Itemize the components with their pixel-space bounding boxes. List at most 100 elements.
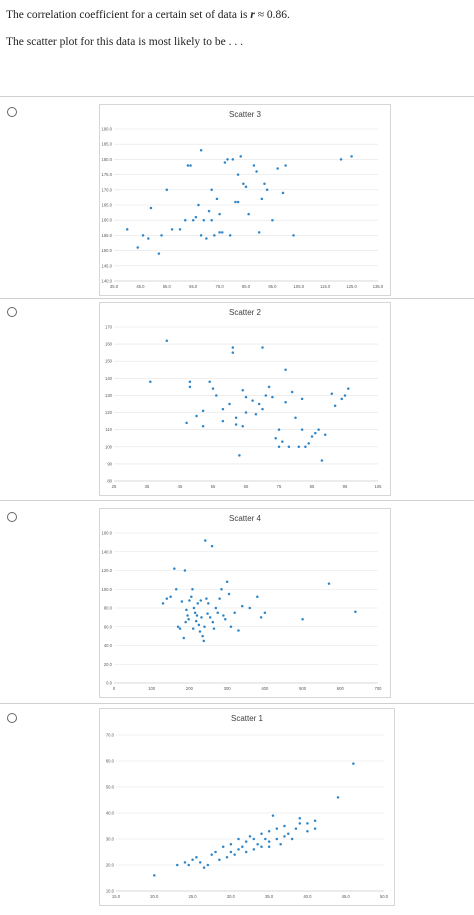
y-tick-label: 140 (105, 376, 113, 381)
y-tick-label: 20.0 (104, 662, 113, 667)
x-tick-label: 400 (261, 686, 269, 691)
chart-scatter-4: Scatter 4 0.0 20.0 40.0 60.0 80.0 100.0 120.0 14… (99, 508, 391, 698)
data-point (271, 814, 275, 817)
data-point (241, 424, 244, 428)
data-point (313, 819, 317, 823)
data-point (197, 623, 201, 627)
data-point (176, 863, 179, 867)
data-point (187, 618, 190, 621)
data-point (247, 212, 250, 216)
x-tick-label: 115.0 (320, 284, 331, 289)
x-tick-label: 105.0 (294, 284, 305, 289)
data-point (283, 824, 286, 828)
data-point (306, 822, 309, 825)
data-point (271, 218, 274, 222)
data-point (267, 845, 271, 849)
option-radio-scatter-2[interactable] (7, 307, 17, 317)
data-point (206, 612, 209, 615)
data-point (255, 170, 258, 173)
data-point (244, 840, 248, 843)
data-point (226, 158, 229, 161)
data-point (256, 595, 259, 598)
y-tick-label: 175.0 (102, 172, 113, 177)
x-tick-label: 500 (299, 686, 307, 691)
data-point (208, 616, 212, 619)
x-tick-label: 55.0 (163, 284, 172, 289)
data-point (241, 389, 244, 392)
data-point (234, 416, 238, 419)
x-tick-label: 45.0 (342, 894, 351, 899)
data-point (240, 604, 244, 608)
data-point (178, 627, 182, 630)
option-radio-scatter-1[interactable] (7, 713, 17, 723)
data-point (336, 796, 340, 799)
data-point (215, 197, 219, 201)
data-point (141, 234, 145, 237)
y-tick-label: 180.0 (102, 157, 113, 162)
data-point (225, 580, 229, 583)
data-point (211, 387, 215, 390)
data-point (216, 611, 219, 614)
data-point (194, 619, 198, 623)
data-point (186, 164, 190, 167)
y-tick-label: 70.0 (106, 733, 115, 738)
data-point (237, 629, 240, 632)
x-tick-label: 35.0 (110, 284, 119, 289)
data-point (201, 424, 205, 428)
data-point (208, 380, 211, 384)
x-tick-label: 105 (375, 484, 383, 489)
data-point (264, 394, 268, 397)
y-tick-label: 110 (105, 427, 112, 432)
option-radio-scatter-3[interactable] (7, 107, 17, 117)
x-tick-label: 45.0 (136, 284, 145, 289)
question-line-2: The scatter plot for this data is most l… (6, 36, 243, 48)
data-point (229, 850, 233, 854)
data-point (210, 544, 214, 548)
data-point (260, 832, 263, 836)
data-point (284, 164, 287, 167)
x-tick-label: 25 (112, 484, 117, 489)
data-point (125, 228, 129, 231)
x-tick-label: 95.0 (268, 284, 277, 289)
data-point (239, 155, 242, 158)
y-tick-label: 165.0 (102, 203, 113, 208)
x-tick-label: 95 (343, 484, 348, 489)
data-point (248, 606, 252, 610)
question-line-1: The correlation coefficient for a certai… (6, 9, 290, 21)
y-tick-label: 120 (105, 410, 113, 415)
chart-title: Scatter 1 (231, 714, 264, 723)
data-point (204, 539, 207, 542)
x-tick-label: 600 (337, 686, 345, 691)
data-point (218, 212, 221, 216)
data-point (192, 606, 196, 610)
data-point (277, 428, 281, 431)
data-point (184, 218, 187, 222)
data-point (347, 387, 350, 390)
y-tick-label: 145.0 (102, 263, 113, 268)
data-point (207, 209, 211, 213)
data-point (252, 164, 256, 167)
option-radio-scatter-4[interactable] (7, 512, 17, 522)
data-point (157, 252, 161, 255)
data-point (196, 602, 199, 605)
data-point (221, 419, 225, 423)
data-point (271, 395, 274, 399)
data-point (203, 625, 206, 628)
data-point (184, 620, 187, 624)
data-point (189, 164, 192, 167)
data-point (300, 397, 304, 401)
data-point (218, 597, 221, 600)
y-tick-label: 100 (105, 444, 113, 449)
data-point (206, 863, 210, 867)
x-tick-label: 135.0 (373, 284, 384, 289)
data-point (169, 595, 172, 598)
data-point (205, 237, 208, 240)
data-point (149, 380, 152, 384)
data-point (290, 390, 294, 394)
y-tick-label: 120.0 (102, 568, 113, 573)
correlation-value: ≈ 0.86. (257, 9, 290, 21)
data-point (252, 837, 256, 841)
data-point (233, 853, 236, 856)
data-point (284, 401, 287, 404)
data-point (229, 842, 233, 846)
